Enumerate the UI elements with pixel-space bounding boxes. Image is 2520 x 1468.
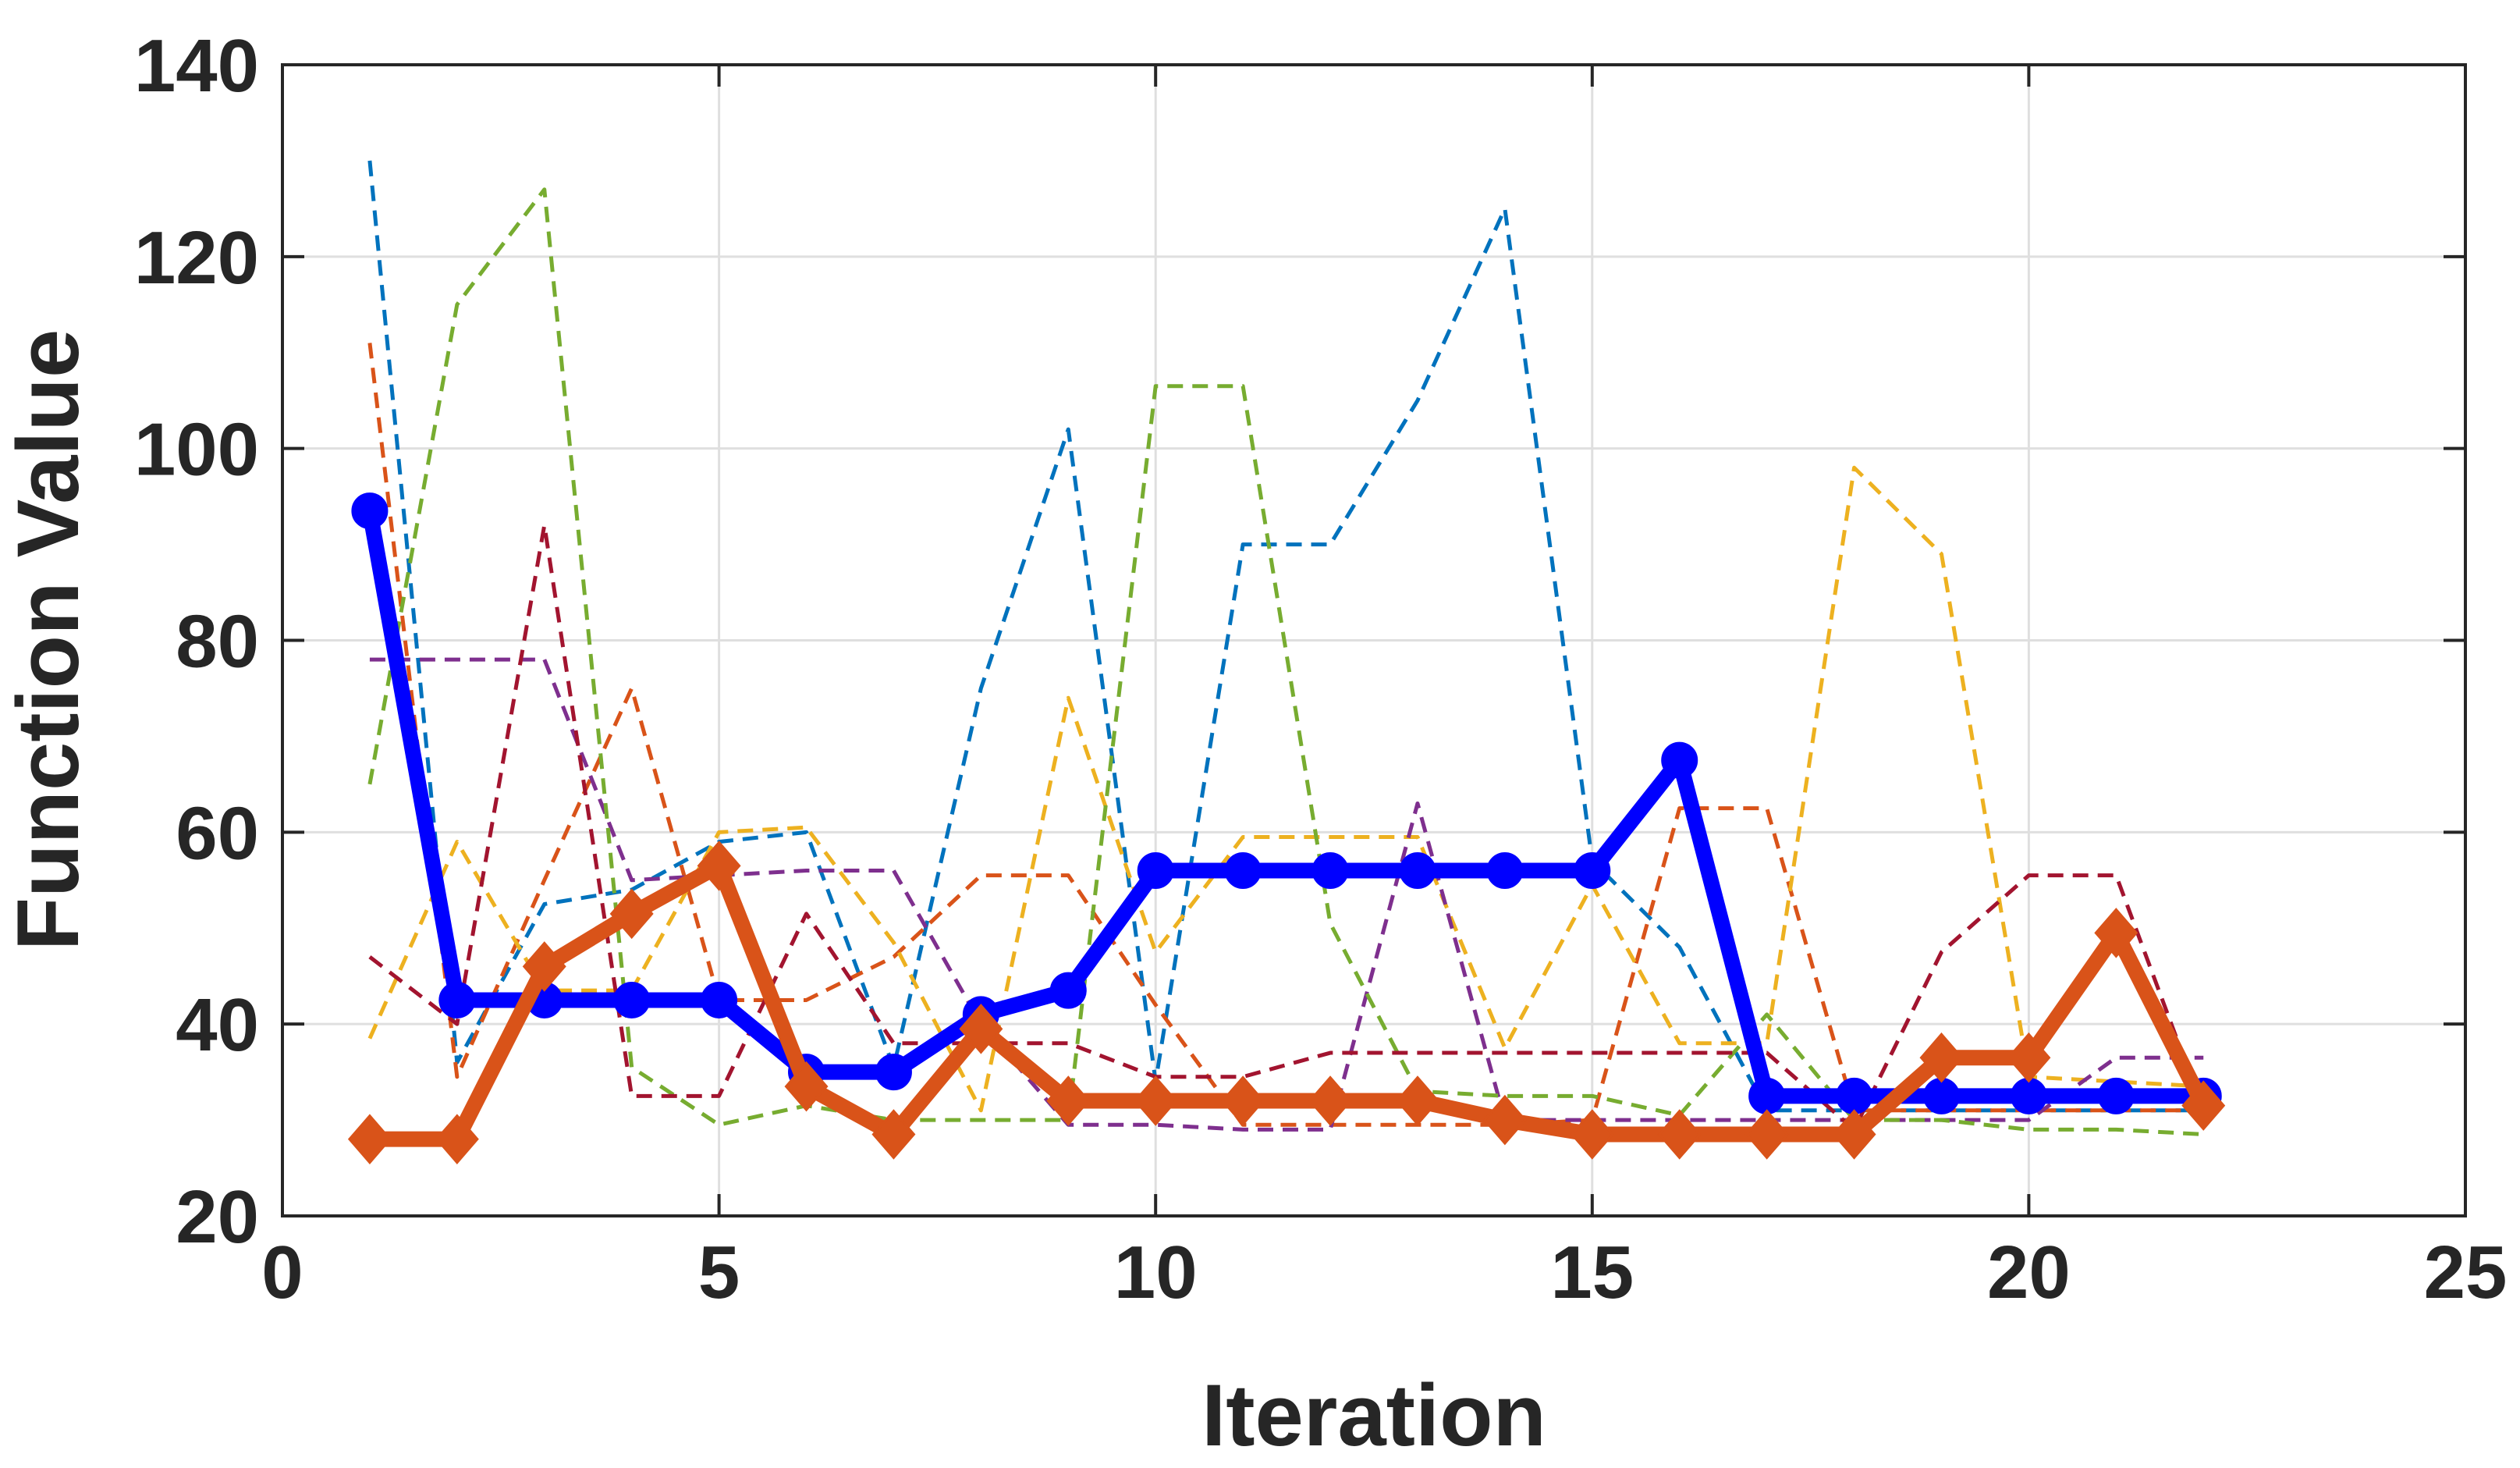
series-line-dashed-blue <box>367 160 2204 1113</box>
point-orange-diamond <box>609 888 654 940</box>
point-orange-diamond <box>1046 1075 1091 1126</box>
y-tick-label: 80 <box>176 600 259 684</box>
point-orange-diamond <box>1744 1109 1789 1160</box>
x-tick-label: 25 <box>2424 1231 2508 1314</box>
point-orange-diamond <box>784 1061 829 1112</box>
point-orange-diamond <box>1832 1109 1876 1160</box>
y-tick-label: 60 <box>176 791 259 875</box>
point-blue-circle <box>1224 852 1262 889</box>
x-tick-label: 0 <box>261 1231 303 1314</box>
point-blue-circle <box>2097 1077 2135 1114</box>
x-tick-label: 20 <box>1987 1231 2071 1314</box>
point-blue-circle <box>613 981 651 1018</box>
point-blue-circle <box>1486 852 1524 889</box>
point-orange-diamond <box>697 841 741 891</box>
point-orange-diamond <box>347 1114 392 1164</box>
point-blue-circle <box>351 492 389 530</box>
point-orange-diamond <box>1919 1032 1964 1083</box>
point-blue-circle <box>1574 852 1611 889</box>
x-tick-label: 5 <box>698 1231 740 1314</box>
point-orange-diamond <box>2094 908 2138 958</box>
point-orange-diamond <box>1308 1075 1353 1126</box>
point-orange-diamond <box>1221 1075 1265 1126</box>
point-blue-circle <box>1661 741 1698 779</box>
y-tick-label: 120 <box>134 216 259 300</box>
point-orange-diamond <box>871 1109 916 1160</box>
point-blue-circle <box>1748 1077 1786 1114</box>
point-blue-circle <box>438 981 476 1018</box>
point-blue-circle <box>875 1054 912 1091</box>
point-orange-diamond <box>2181 1080 2226 1131</box>
data-series <box>347 160 2226 1164</box>
x-tick-label: 15 <box>1550 1231 1634 1314</box>
point-blue-circle <box>1137 852 1174 889</box>
series-line-dashed-yellow <box>367 465 2204 1113</box>
point-orange-diamond <box>2007 1032 2051 1083</box>
y-tick-label: 100 <box>134 408 259 492</box>
y-tick-label: 140 <box>134 24 259 108</box>
series-line-dashed-orange <box>367 343 2204 1127</box>
point-orange-diamond <box>1570 1109 1614 1160</box>
x-axis-label: Iteration <box>1201 1367 1546 1464</box>
point-orange-diamond <box>1134 1075 1178 1126</box>
point-orange-diamond <box>1395 1075 1439 1126</box>
series-line-dashed-green <box>367 187 2204 1137</box>
y-tick-label: 40 <box>176 983 259 1067</box>
point-orange-diamond <box>522 941 566 992</box>
y-tick-label: 20 <box>176 1175 259 1259</box>
point-blue-circle <box>1399 852 1436 889</box>
point-orange-diamond <box>1657 1109 1702 1160</box>
point-blue-circle <box>2010 1077 2047 1114</box>
point-blue-circle <box>1836 1077 1873 1114</box>
point-orange-diamond <box>959 1004 1003 1054</box>
axis-ticks: 0 5 10 15 20 25 20 40 60 80 100 120 140 <box>134 24 2508 1314</box>
point-orange-diamond <box>435 1114 479 1164</box>
point-blue-circle <box>1922 1077 1960 1114</box>
y-axis-label: Function Value <box>0 329 97 951</box>
series-line-orange-diamond <box>361 858 2212 1147</box>
point-blue-circle <box>1049 972 1087 1009</box>
point-blue-circle <box>1311 852 1349 889</box>
point-orange-diamond <box>1482 1094 1527 1146</box>
point-blue-circle <box>701 981 738 1018</box>
x-tick-label: 10 <box>1114 1231 1198 1314</box>
series-line-dashed-maroon <box>368 523 2206 1132</box>
